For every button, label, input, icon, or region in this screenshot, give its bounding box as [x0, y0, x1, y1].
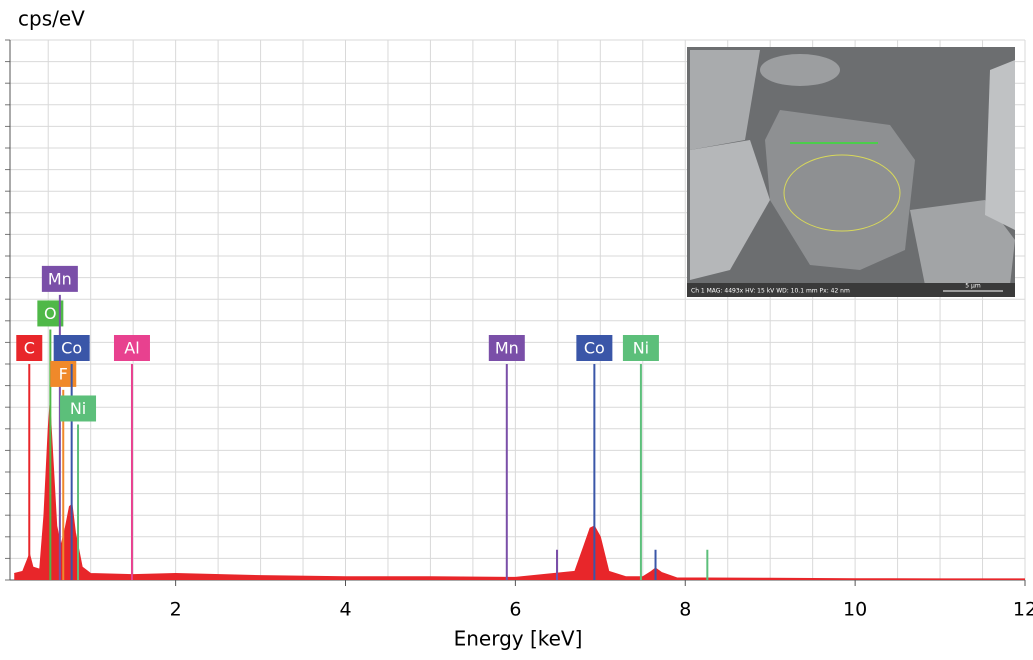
particle [760, 54, 840, 86]
element-label-box [576, 335, 613, 361]
element-label-box [622, 335, 659, 361]
spectrum-line [14, 405, 1025, 580]
x-axis-label: Energy [keV] [454, 627, 583, 651]
element-label: Mn [48, 269, 72, 288]
plot: CO Mn F Co Ni Al Mn Co Ni [14, 265, 1025, 580]
inset-scale: 5 µm [965, 283, 981, 290]
spectrum-area [14, 405, 1025, 580]
element-label: Ni [70, 399, 86, 418]
particle [690, 140, 770, 280]
element-label: F [59, 364, 68, 383]
element-label-box [60, 395, 97, 422]
y-axis-label: cps/eV [18, 7, 85, 31]
element-label: Co [584, 339, 605, 358]
info-bar [687, 283, 1015, 297]
element-label: Co [61, 339, 82, 358]
element-label: Al [124, 339, 139, 358]
x-tick-label: 2 [170, 599, 182, 621]
particle [690, 50, 760, 150]
x-tick-label: 10 [843, 599, 867, 621]
element-label-box [53, 335, 90, 361]
inset-info: Ch 1 MAG: 4493x HV: 15 kV WD: 10.1 mm Px… [691, 288, 850, 295]
sem-inset: Ch 1 MAG: 4493x HV: 15 kV WD: 10.1 mm Px… [687, 47, 1015, 297]
element-label: O [44, 304, 57, 323]
element-label: C [24, 339, 35, 358]
element-label-box [488, 335, 525, 361]
x-tick-label: 6 [509, 599, 521, 621]
x-tick-label: 12 [1013, 599, 1033, 621]
particle [765, 110, 915, 270]
x-tick-label: 4 [339, 599, 351, 621]
particle [985, 60, 1015, 230]
roi-ellipse [783, 154, 901, 232]
element-label-box [16, 335, 43, 361]
element-label: Mn [495, 339, 519, 358]
element-label-box [41, 265, 78, 292]
element-label-box [113, 335, 150, 361]
particle [910, 200, 1015, 285]
x-tick-label: 8 [679, 599, 691, 621]
element-label: Ni [633, 339, 649, 358]
